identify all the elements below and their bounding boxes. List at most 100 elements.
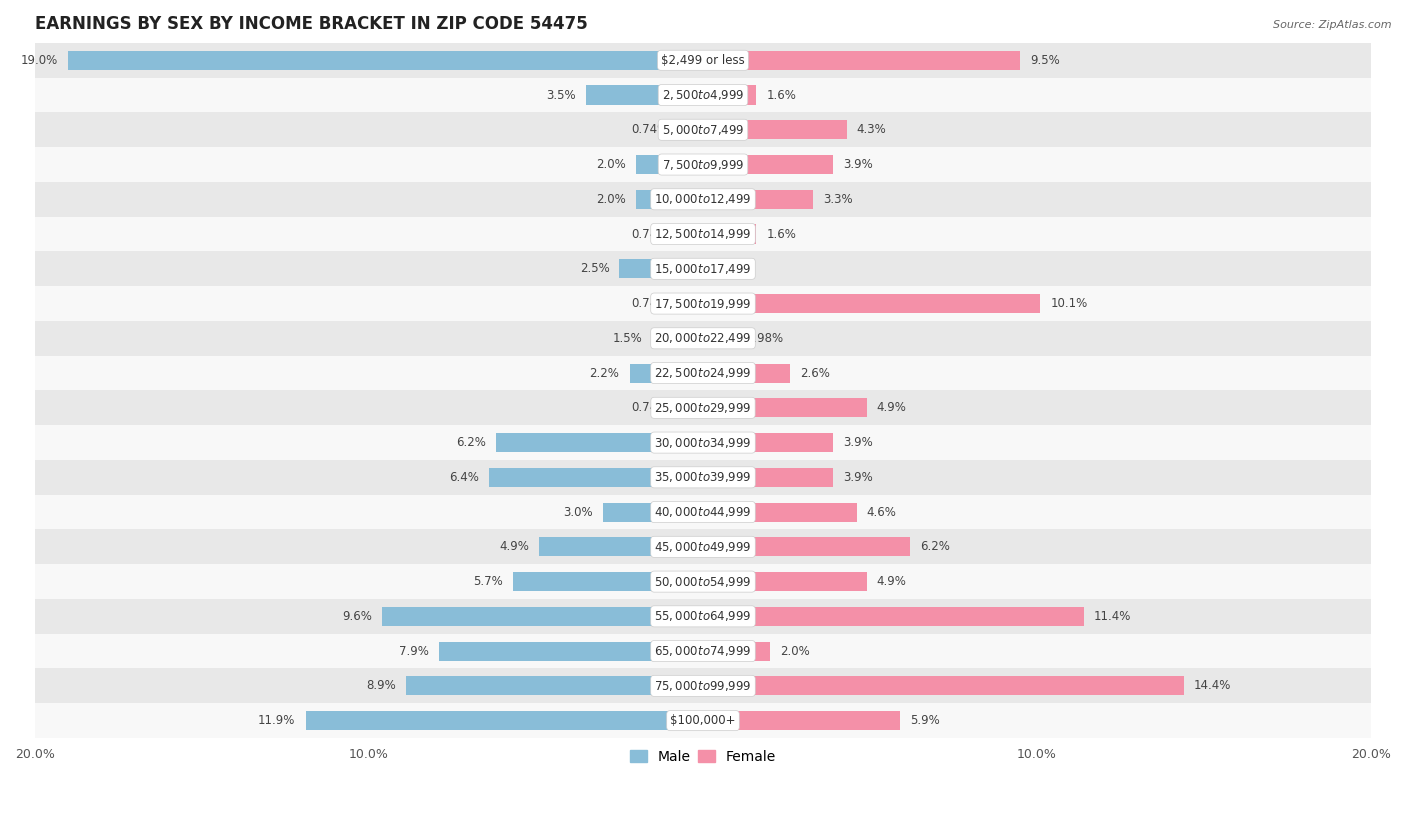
Bar <box>35 668 1371 703</box>
Text: 4.9%: 4.9% <box>877 402 907 415</box>
Text: $75,000 to $99,999: $75,000 to $99,999 <box>654 679 752 693</box>
Bar <box>35 182 1371 217</box>
Text: $17,500 to $19,999: $17,500 to $19,999 <box>654 297 752 311</box>
Text: 6.2%: 6.2% <box>920 541 950 554</box>
Text: 11.4%: 11.4% <box>1094 610 1132 623</box>
Text: $20,000 to $22,499: $20,000 to $22,499 <box>654 332 752 346</box>
Bar <box>703 398 866 417</box>
Text: $30,000 to $34,999: $30,000 to $34,999 <box>654 436 752 450</box>
Text: 1.6%: 1.6% <box>766 89 796 102</box>
Bar <box>35 390 1371 425</box>
Bar <box>703 328 735 348</box>
Bar <box>382 606 703 626</box>
Text: 3.9%: 3.9% <box>844 471 873 484</box>
Bar <box>586 85 703 105</box>
Text: 3.5%: 3.5% <box>547 89 576 102</box>
Text: 4.9%: 4.9% <box>877 575 907 588</box>
Text: 9.6%: 9.6% <box>343 610 373 623</box>
Bar <box>35 112 1371 147</box>
Text: 2.0%: 2.0% <box>780 645 810 658</box>
Text: $2,500 to $4,999: $2,500 to $4,999 <box>662 88 744 102</box>
Bar <box>703 467 834 487</box>
Bar <box>603 502 703 522</box>
Bar <box>703 433 834 452</box>
Bar <box>703 224 756 244</box>
Text: $5,000 to $7,499: $5,000 to $7,499 <box>662 123 744 137</box>
Bar <box>35 355 1371 390</box>
Text: $7,500 to $9,999: $7,500 to $9,999 <box>662 158 744 172</box>
Bar <box>35 703 1371 738</box>
Bar <box>35 147 1371 182</box>
Bar <box>35 321 1371 355</box>
Text: 1.5%: 1.5% <box>613 332 643 345</box>
Bar <box>678 224 703 244</box>
Text: Source: ZipAtlas.com: Source: ZipAtlas.com <box>1274 20 1392 30</box>
Bar <box>678 294 703 313</box>
Bar <box>35 425 1371 460</box>
Text: 2.0%: 2.0% <box>596 158 626 171</box>
Text: $55,000 to $64,999: $55,000 to $64,999 <box>654 610 752 624</box>
Bar <box>678 120 703 139</box>
Text: $100,000+: $100,000+ <box>671 714 735 727</box>
Text: 3.0%: 3.0% <box>564 506 593 519</box>
Bar <box>35 286 1371 321</box>
Bar <box>35 494 1371 529</box>
Bar <box>35 460 1371 494</box>
Text: 19.0%: 19.0% <box>21 54 58 67</box>
Bar <box>630 363 703 383</box>
Text: 4.6%: 4.6% <box>866 506 897 519</box>
Text: 3.3%: 3.3% <box>824 193 853 206</box>
Text: 4.9%: 4.9% <box>499 541 529 554</box>
Bar <box>703 294 1040 313</box>
Text: 0.74%: 0.74% <box>631 228 668 241</box>
Bar <box>703 502 856 522</box>
Text: $15,000 to $17,499: $15,000 to $17,499 <box>654 262 752 276</box>
Text: $12,500 to $14,999: $12,500 to $14,999 <box>654 227 752 241</box>
Text: $2,499 or less: $2,499 or less <box>661 54 745 67</box>
Bar <box>496 433 703 452</box>
Bar <box>35 251 1371 286</box>
Bar <box>35 43 1371 78</box>
Bar <box>540 537 703 556</box>
Bar <box>513 572 703 591</box>
Text: 0.74%: 0.74% <box>631 402 668 415</box>
Text: 8.9%: 8.9% <box>366 680 395 693</box>
Bar <box>636 155 703 174</box>
Bar <box>703 155 834 174</box>
Bar <box>35 217 1371 251</box>
Bar <box>636 189 703 209</box>
Text: 2.6%: 2.6% <box>800 367 830 380</box>
Text: 2.5%: 2.5% <box>579 263 609 276</box>
Bar <box>305 711 703 730</box>
Text: 9.5%: 9.5% <box>1031 54 1060 67</box>
Legend: Male, Female: Male, Female <box>624 744 782 769</box>
Bar <box>652 328 703 348</box>
Bar <box>35 78 1371 112</box>
Text: 6.4%: 6.4% <box>450 471 479 484</box>
Bar <box>703 120 846 139</box>
Text: 1.6%: 1.6% <box>766 228 796 241</box>
Text: $40,000 to $44,999: $40,000 to $44,999 <box>654 505 752 519</box>
Bar <box>35 564 1371 599</box>
Bar <box>703 641 770 661</box>
Text: 10.1%: 10.1% <box>1050 297 1088 310</box>
Text: $10,000 to $12,499: $10,000 to $12,499 <box>654 193 752 207</box>
Bar <box>35 529 1371 564</box>
Bar <box>703 676 1184 695</box>
Text: $25,000 to $29,999: $25,000 to $29,999 <box>654 401 752 415</box>
Text: 4.3%: 4.3% <box>856 124 886 137</box>
Bar <box>35 633 1371 668</box>
Bar <box>703 85 756 105</box>
Text: $22,500 to $24,999: $22,500 to $24,999 <box>654 366 752 380</box>
Bar <box>703 537 910 556</box>
Text: EARNINGS BY SEX BY INCOME BRACKET IN ZIP CODE 54475: EARNINGS BY SEX BY INCOME BRACKET IN ZIP… <box>35 15 588 33</box>
Bar <box>35 599 1371 633</box>
Text: 6.2%: 6.2% <box>456 436 486 449</box>
Text: 0.74%: 0.74% <box>631 297 668 310</box>
Text: 0.74%: 0.74% <box>631 124 668 137</box>
Text: $65,000 to $74,999: $65,000 to $74,999 <box>654 644 752 658</box>
Text: $50,000 to $54,999: $50,000 to $54,999 <box>654 575 752 589</box>
Bar <box>406 676 703 695</box>
Bar <box>439 641 703 661</box>
Bar <box>620 259 703 278</box>
